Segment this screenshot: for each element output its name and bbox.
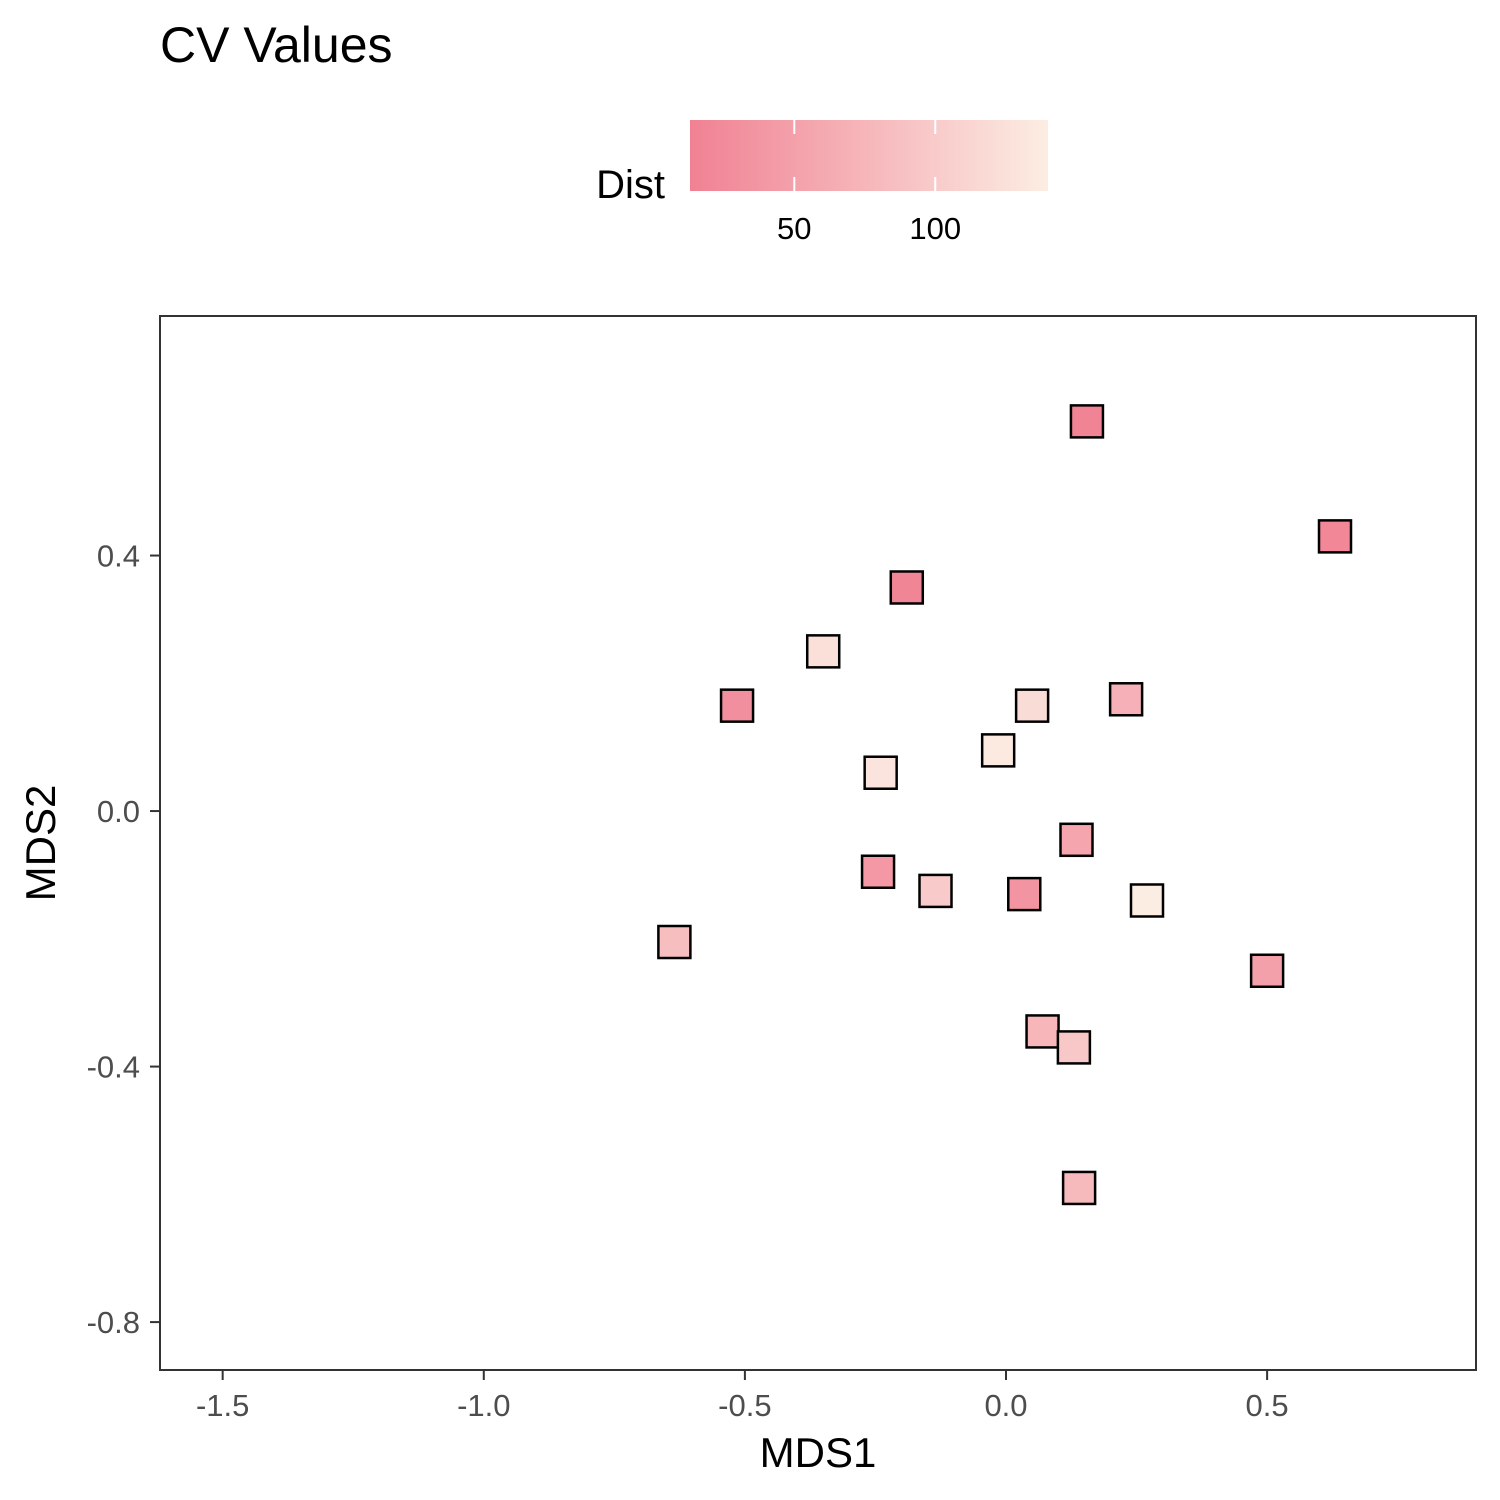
- x-tick-label: 0.5: [1246, 1388, 1289, 1423]
- color-legend: Dist 50 100: [596, 120, 1048, 246]
- data-point: [860, 854, 896, 889]
- y-tick-label: -0.4: [87, 1050, 140, 1085]
- plot-panel: [159, 315, 1477, 1371]
- y-tick-label: 0.4: [97, 539, 140, 574]
- data-point: [719, 688, 755, 723]
- data-point: [1014, 688, 1050, 723]
- legend-ticks: 50 100: [777, 120, 961, 246]
- data-point: [1108, 682, 1144, 717]
- x-tick-label: 0.0: [984, 1388, 1027, 1423]
- x-axis-title: MDS1: [760, 1429, 877, 1476]
- data-point: [657, 924, 692, 960]
- chart-title: CV Values: [160, 17, 393, 73]
- data-point: [1025, 1014, 1060, 1049]
- x-axis: -1.5 -1.0 -0.5 0.0 0.5: [196, 1370, 1289, 1423]
- legend-tick-label: 100: [909, 211, 961, 246]
- legend-colorbar: [690, 120, 1048, 191]
- data-point: [805, 634, 841, 669]
- data-point: [918, 873, 953, 909]
- data-point: [1059, 822, 1094, 858]
- x-tick-label: -1.5: [196, 1388, 249, 1423]
- legend-tick-label: 50: [777, 211, 811, 246]
- data-points: [657, 404, 1353, 1206]
- y-tick-label: 0.0: [97, 794, 140, 829]
- data-point: [1007, 876, 1042, 912]
- x-tick-label: -0.5: [718, 1388, 771, 1423]
- data-point: [1061, 1170, 1097, 1206]
- data-point: [1249, 953, 1285, 989]
- data-point: [863, 755, 898, 790]
- data-point: [980, 733, 1016, 768]
- y-axis-title: MDS2: [17, 785, 64, 902]
- data-point: [889, 570, 925, 605]
- panel-border: [159, 315, 1477, 1371]
- data-point: [1056, 1030, 1092, 1065]
- data-point: [1317, 519, 1353, 554]
- data-point: [1129, 883, 1165, 918]
- data-point: [1069, 404, 1105, 439]
- y-tick-label: -0.8: [87, 1305, 140, 1340]
- legend-title: Dist: [596, 163, 665, 207]
- x-tick-label: -1.0: [457, 1388, 510, 1423]
- y-axis: 0.4 0.0 -0.4 -0.8: [87, 539, 160, 1340]
